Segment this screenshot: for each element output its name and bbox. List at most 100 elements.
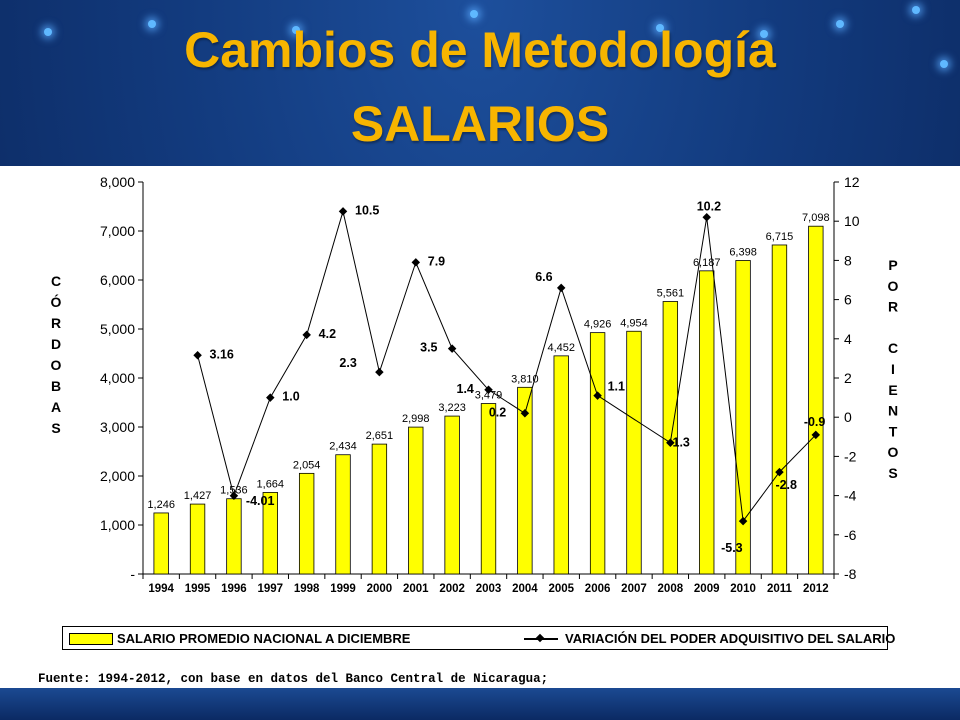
line-point xyxy=(811,430,821,440)
glow-dot xyxy=(148,20,156,28)
line-data-label: 3.5 xyxy=(420,341,437,355)
line-data-label: -4.01 xyxy=(246,494,275,508)
bar-data-label: 3,223 xyxy=(438,402,466,414)
bar xyxy=(517,386,533,575)
y-axis-title-right-letter: P xyxy=(888,257,897,273)
line-point xyxy=(338,207,348,216)
bar-data-label: 2,998 xyxy=(402,413,430,425)
y-tick-label-left: 1,000 xyxy=(100,517,135,533)
y-axis-title-left-letter: B xyxy=(51,378,61,394)
line-point xyxy=(229,491,239,501)
y-tick-label-left: 3,000 xyxy=(100,419,135,435)
bar xyxy=(153,512,169,575)
y-axis-title-right-letter: O xyxy=(888,278,899,294)
y-tick-label-left: 4,000 xyxy=(100,370,135,386)
y-tick-label-right: 8 xyxy=(844,252,852,268)
y-tick-label-left: 8,000 xyxy=(100,174,135,190)
bar xyxy=(589,332,606,575)
y-axis-title-right-letter: T xyxy=(889,423,898,439)
bar xyxy=(699,270,715,575)
y-tick-label-right: -4 xyxy=(844,488,857,504)
line-data-label: -0.9 xyxy=(804,415,826,429)
x-tick-label: 2004 xyxy=(512,583,538,595)
line-data-label: 7.9 xyxy=(428,254,445,268)
bar-data-label: 1,664 xyxy=(257,478,285,490)
bar xyxy=(626,330,642,575)
y-tick-label-right: -2 xyxy=(844,448,857,464)
x-tick-label: 2011 xyxy=(767,583,793,595)
bar xyxy=(735,260,751,575)
legend-diamond-marker xyxy=(535,633,545,643)
line-data-label: -2.8 xyxy=(775,478,797,492)
slide-subtitle: SALARIOS xyxy=(350,96,610,152)
legend-bar-swatch xyxy=(69,633,113,645)
bar-data-label: 1,536 xyxy=(220,485,248,497)
line-data-label: 1.1 xyxy=(608,380,625,394)
x-tick-label: 1997 xyxy=(257,583,283,595)
y-tick-label-right: -8 xyxy=(844,566,857,582)
line-point xyxy=(484,385,493,395)
glow-dot xyxy=(940,60,948,68)
line-point xyxy=(593,391,602,400)
line-point xyxy=(520,409,530,418)
bar-data-label: 2,434 xyxy=(329,441,357,453)
glow-dot xyxy=(292,26,300,34)
slide-title: Cambios de Metodología xyxy=(184,22,776,78)
y-tick-label-right: 12 xyxy=(844,174,860,190)
slide-header: Cambios de Metodología SALARIOS xyxy=(0,0,960,168)
line-data-label: 3.16 xyxy=(210,347,234,361)
line-data-label: 0.2 xyxy=(489,405,506,419)
line-data-label: 1.4 xyxy=(457,382,474,396)
bar-data-label: 1,246 xyxy=(147,499,175,511)
y-axis-title-left-letter: A xyxy=(51,399,61,415)
line-data-label: 1.0 xyxy=(282,390,299,404)
bar xyxy=(771,244,788,575)
bar-data-label: 3,810 xyxy=(511,373,539,385)
line-point xyxy=(266,393,275,402)
x-tick-label: 1996 xyxy=(221,583,247,595)
line-data-label: 10.5 xyxy=(355,203,379,217)
x-tick-label: 2001 xyxy=(403,583,429,595)
line-series xyxy=(197,209,817,523)
bar xyxy=(808,225,824,575)
x-tick-label: 2003 xyxy=(476,583,502,595)
line-data-label: 4.2 xyxy=(319,327,336,341)
bar xyxy=(298,472,315,575)
y-tick-label-left: 2,000 xyxy=(100,468,135,484)
y-tick-label-right: 2 xyxy=(844,370,852,386)
y-axis-title-left-letter: C xyxy=(51,273,61,289)
glow-dot xyxy=(44,28,52,36)
line-point xyxy=(193,350,202,360)
bar xyxy=(480,403,497,575)
bar xyxy=(553,355,569,575)
line-data-label: 10.2 xyxy=(697,199,721,213)
line-point xyxy=(666,438,675,447)
x-tick-label: 2000 xyxy=(367,583,393,595)
bar-data-label: 4,926 xyxy=(584,319,612,331)
y-axis-title-right-letter: E xyxy=(888,382,897,398)
bar xyxy=(262,492,278,575)
x-tick-label: 2012 xyxy=(803,583,829,595)
bar xyxy=(226,498,242,575)
glow-dot xyxy=(836,20,844,28)
bar-data-label: 2,054 xyxy=(293,459,321,471)
bar xyxy=(189,503,206,575)
x-tick-label: 2002 xyxy=(439,583,465,595)
y-tick-label-left: 5,000 xyxy=(100,321,135,337)
line-data-label: -5.3 xyxy=(721,541,743,555)
y-axis-title-left-letter: D xyxy=(51,336,61,352)
chart-panel xyxy=(0,166,960,688)
y-tick-label-left: 6,000 xyxy=(100,272,135,288)
bar xyxy=(371,443,388,575)
y-tick-label-right: 6 xyxy=(844,292,852,308)
bar-data-label: 6,715 xyxy=(766,231,794,243)
line-point xyxy=(738,516,748,526)
bar-data-label: 6,398 xyxy=(729,246,757,258)
bar-data-label: 4,954 xyxy=(620,317,648,329)
line-point xyxy=(411,258,421,267)
bar-data-label: 3,479 xyxy=(475,390,503,402)
bar-data-label: 7,098 xyxy=(802,212,830,224)
footer-band xyxy=(0,688,960,720)
line-point xyxy=(556,283,566,293)
x-tick-label: 2007 xyxy=(621,583,647,595)
